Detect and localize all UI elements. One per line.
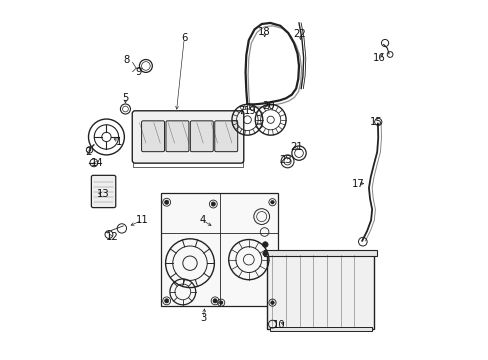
Circle shape <box>164 299 168 303</box>
Bar <box>266 253 373 329</box>
Text: 16: 16 <box>372 53 385 63</box>
Text: 6: 6 <box>181 33 187 43</box>
Circle shape <box>211 202 215 206</box>
Text: 8: 8 <box>123 55 129 65</box>
Text: 19: 19 <box>244 106 256 116</box>
Circle shape <box>262 242 267 247</box>
Text: 9: 9 <box>135 67 142 77</box>
FancyBboxPatch shape <box>132 111 244 163</box>
Text: 21: 21 <box>289 142 302 152</box>
Bar <box>264 249 376 256</box>
Text: 22: 22 <box>293 29 306 39</box>
Circle shape <box>262 251 267 256</box>
Circle shape <box>164 200 168 204</box>
Text: 5: 5 <box>122 93 128 103</box>
Bar <box>161 193 277 306</box>
Text: 18: 18 <box>257 27 270 37</box>
Text: 2: 2 <box>85 147 92 157</box>
FancyBboxPatch shape <box>91 175 116 208</box>
Text: 7: 7 <box>238 106 244 116</box>
Bar <box>133 113 243 167</box>
FancyBboxPatch shape <box>142 121 164 152</box>
Text: 15: 15 <box>369 117 382 127</box>
Circle shape <box>212 299 217 303</box>
FancyBboxPatch shape <box>165 121 188 152</box>
Text: 13: 13 <box>97 189 109 199</box>
Text: 1: 1 <box>116 137 122 147</box>
Circle shape <box>270 301 274 305</box>
Bar <box>269 327 371 331</box>
FancyBboxPatch shape <box>190 121 213 152</box>
FancyBboxPatch shape <box>214 121 237 152</box>
Circle shape <box>219 301 223 305</box>
Text: 20: 20 <box>261 102 274 112</box>
Text: 23: 23 <box>279 155 291 165</box>
Circle shape <box>270 201 274 204</box>
Text: 14: 14 <box>91 158 103 168</box>
Text: 3: 3 <box>200 313 206 323</box>
Text: 11: 11 <box>136 215 148 225</box>
Text: 4: 4 <box>199 215 205 225</box>
Text: 17: 17 <box>351 179 364 189</box>
Text: 12: 12 <box>105 232 118 242</box>
Text: 10: 10 <box>272 320 285 330</box>
